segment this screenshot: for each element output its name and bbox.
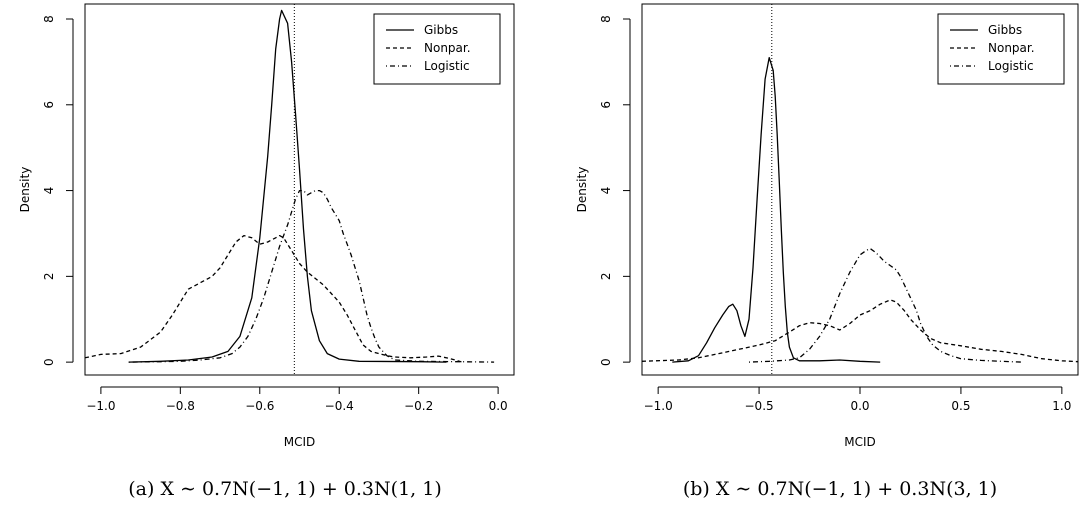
legend-label: Gibbs — [424, 23, 458, 37]
series-logistic — [128, 189, 495, 363]
plot-frame — [641, 3, 1079, 376]
legend-box — [373, 13, 501, 85]
panel-caption: (b) X ∼ 0.7N(−1, 1) + 0.3N(3, 1) — [683, 478, 997, 500]
chart-panel-a: −1.0 −0.8 −0.6 −0.4 −0.2 0.0 MCID 0 2 4 6 8 Density G… — [18, 3, 515, 500]
y-tick-label: 6 — [42, 101, 56, 109]
series-gibbs — [672, 56, 881, 363]
legend-label: Logistic — [424, 59, 470, 73]
x-axis-label: MCID — [844, 435, 876, 449]
x-tick-label: 0.5 — [951, 399, 970, 413]
y-tick-label: 0 — [42, 358, 56, 366]
y-tick-label: 2 — [599, 273, 613, 281]
y-tick-label: 4 — [599, 187, 613, 195]
y-tick-label: 6 — [599, 101, 613, 109]
x-tick-label: 0.0 — [850, 399, 869, 413]
series-nonpar — [642, 299, 1078, 363]
x-tick-label: −0.4 — [325, 399, 354, 413]
plot-frame — [84, 3, 515, 376]
series-nonpar — [85, 234, 463, 363]
panel-caption: (a) X ∼ 0.7N(−1, 1) + 0.3N(1, 1) — [128, 478, 441, 500]
legend-label: Nonpar. — [988, 41, 1035, 55]
legend: Gibbs Nonpar. Logistic — [373, 13, 501, 85]
series-gibbs — [128, 9, 447, 363]
x-tick-label: −0.5 — [745, 399, 774, 413]
y-axis-label: Density — [575, 167, 589, 213]
y-tick-label: 0 — [599, 358, 613, 366]
y-tick-label: 8 — [42, 15, 56, 23]
legend-label: Gibbs — [988, 23, 1022, 37]
y-tick-label: 4 — [42, 187, 56, 195]
y-tick-label: 8 — [599, 15, 613, 23]
x-tick-label: −0.8 — [166, 399, 195, 413]
legend: Gibbs Nonpar. Logistic — [937, 13, 1065, 85]
y-tick-label: 2 — [42, 273, 56, 281]
legend-box — [937, 13, 1065, 85]
x-tick-label: 1.0 — [1052, 399, 1071, 413]
chart-panel-b: −1.0 −0.5 0.0 0.5 1.0 MCID 0 2 4 6 8 Density Gibbs No… — [575, 3, 1079, 500]
x-tick-label: −0.6 — [245, 399, 274, 413]
x-tick-label: −1.0 — [644, 399, 673, 413]
legend-label: Nonpar. — [424, 41, 471, 55]
y-axis-label: Density — [18, 167, 32, 213]
series-logistic — [748, 247, 1022, 363]
x-axis-label: MCID — [284, 435, 316, 449]
x-tick-label: −1.0 — [86, 399, 115, 413]
x-tick-label: −0.2 — [404, 399, 433, 413]
legend-label: Logistic — [988, 59, 1034, 73]
x-tick-label: 0.0 — [489, 399, 508, 413]
